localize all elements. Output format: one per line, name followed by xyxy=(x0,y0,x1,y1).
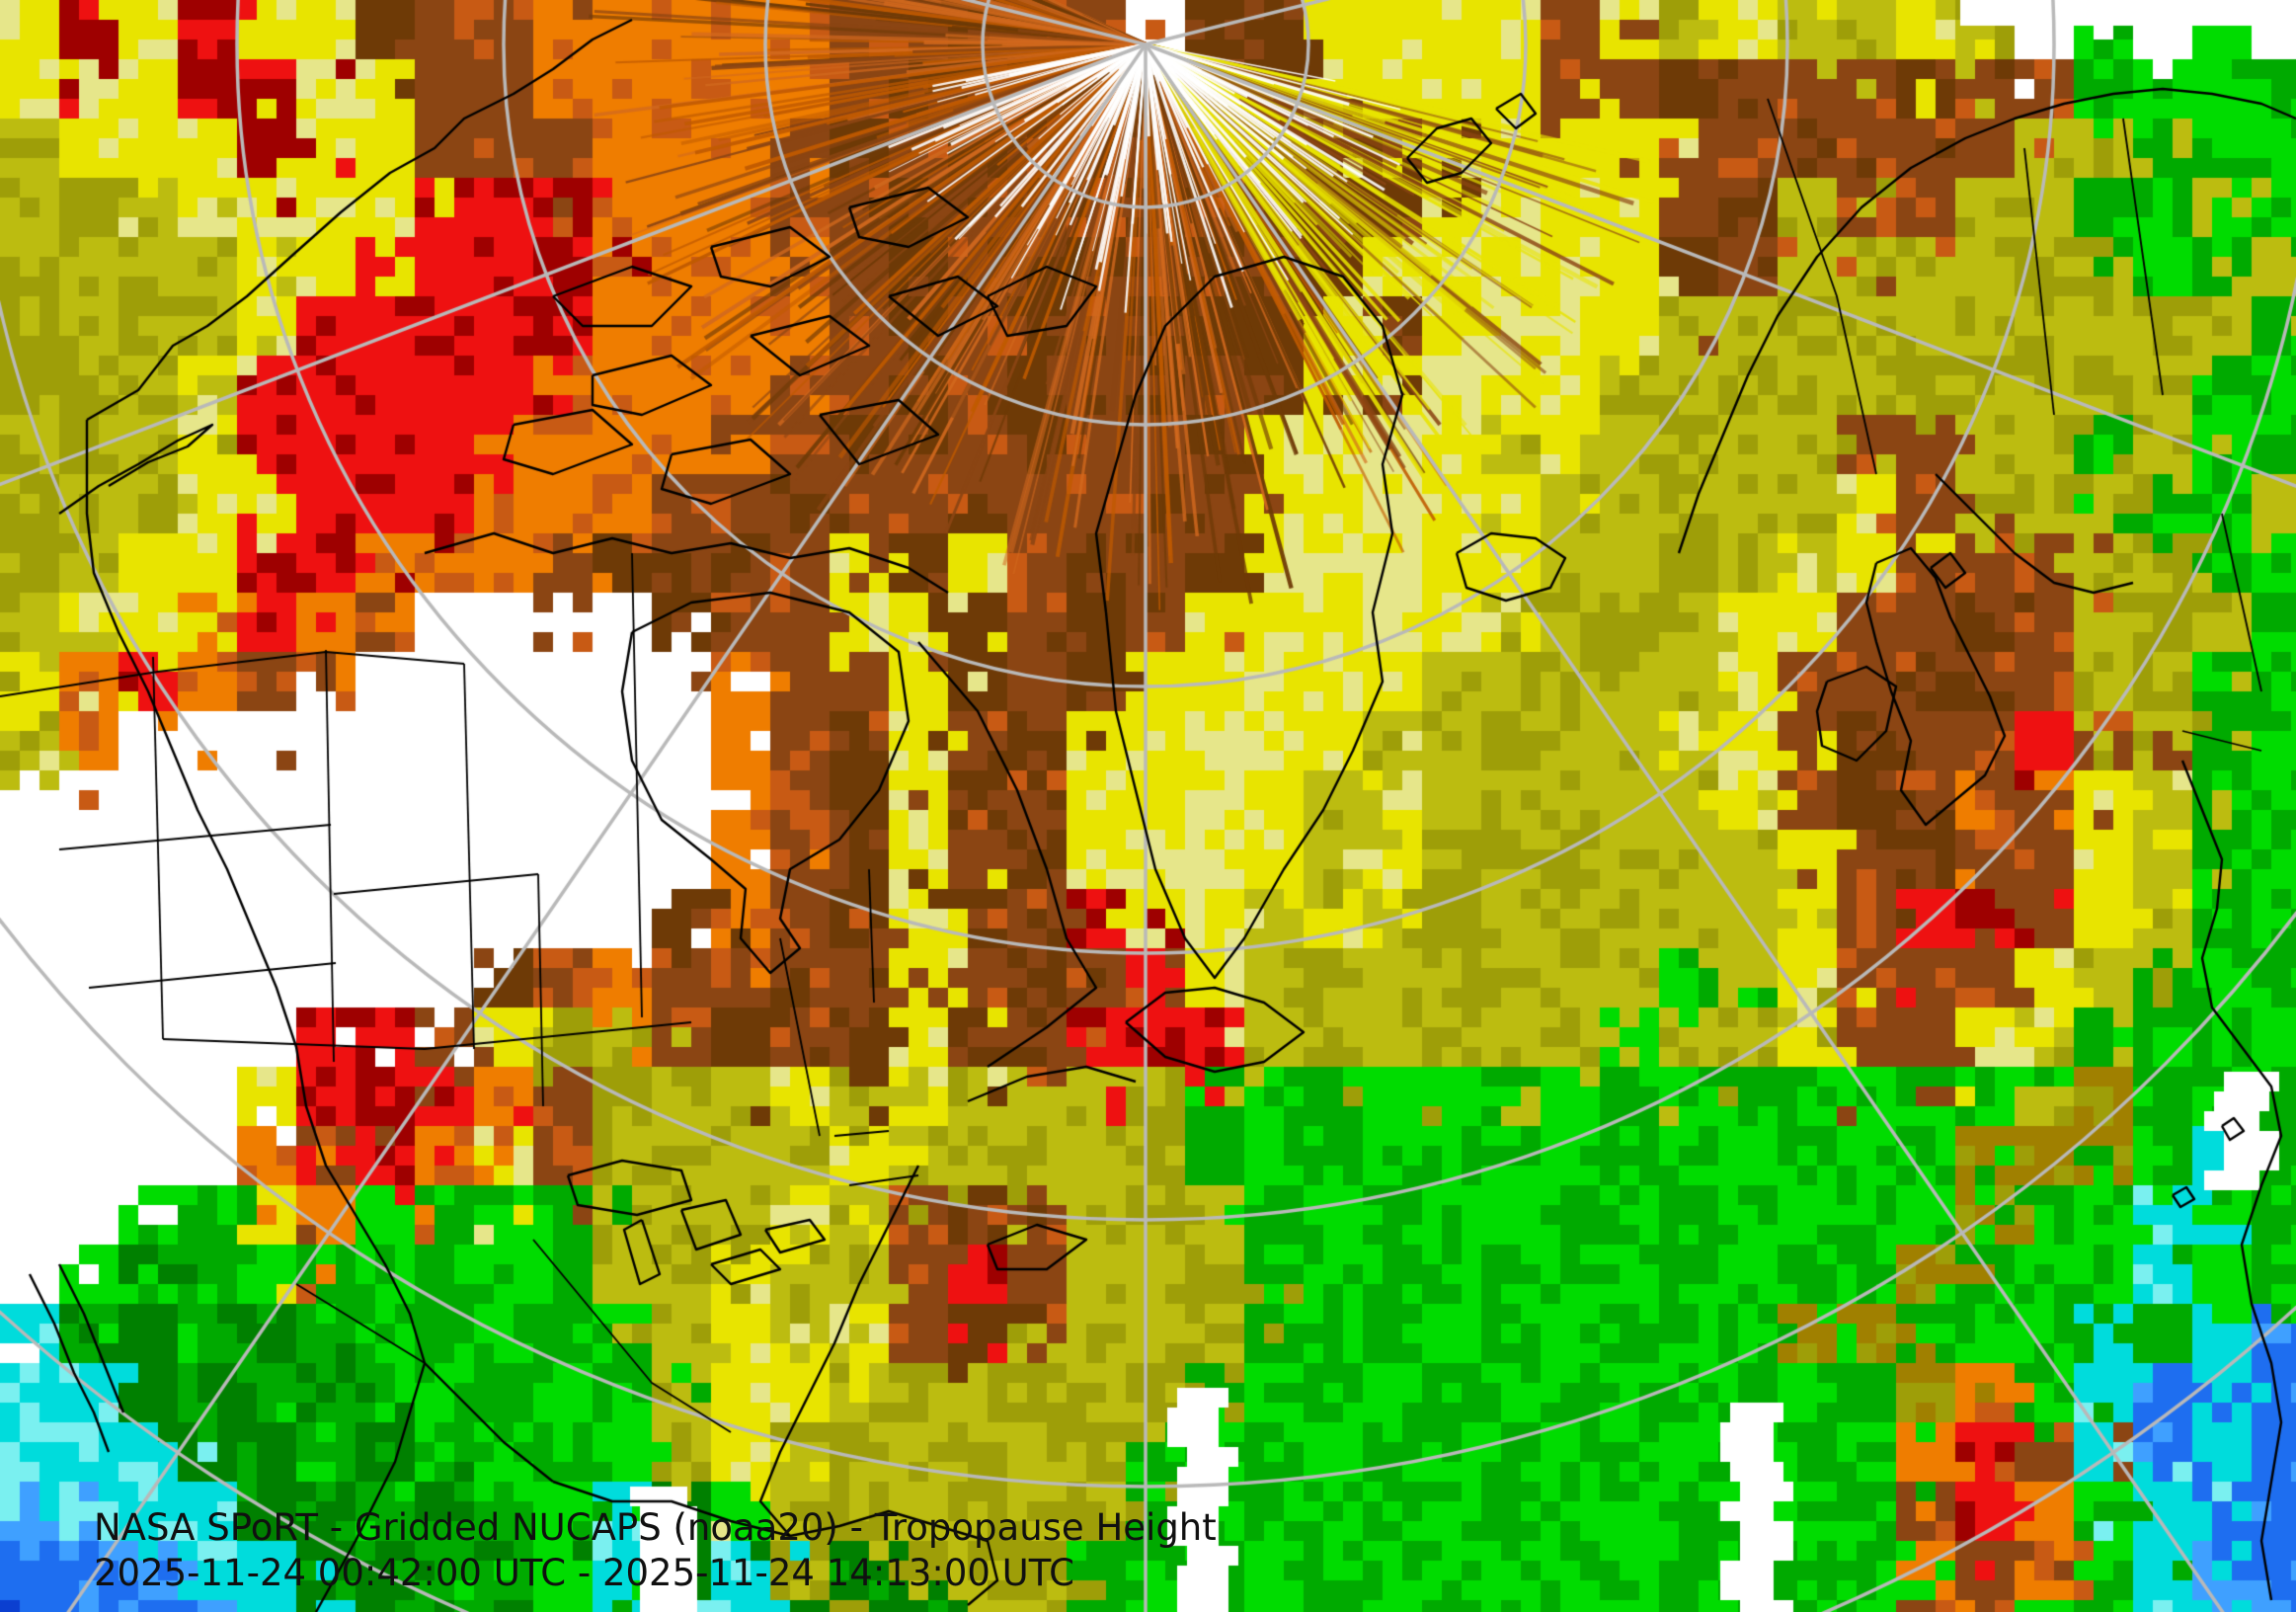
map-timerange: 2025-11-24 00:42:00 UTC - 2025-11-24 14:… xyxy=(94,1552,1075,1594)
map-title: NASA SPoRT - Gridded NUCAPS (noaa20) - T… xyxy=(94,1506,1217,1549)
